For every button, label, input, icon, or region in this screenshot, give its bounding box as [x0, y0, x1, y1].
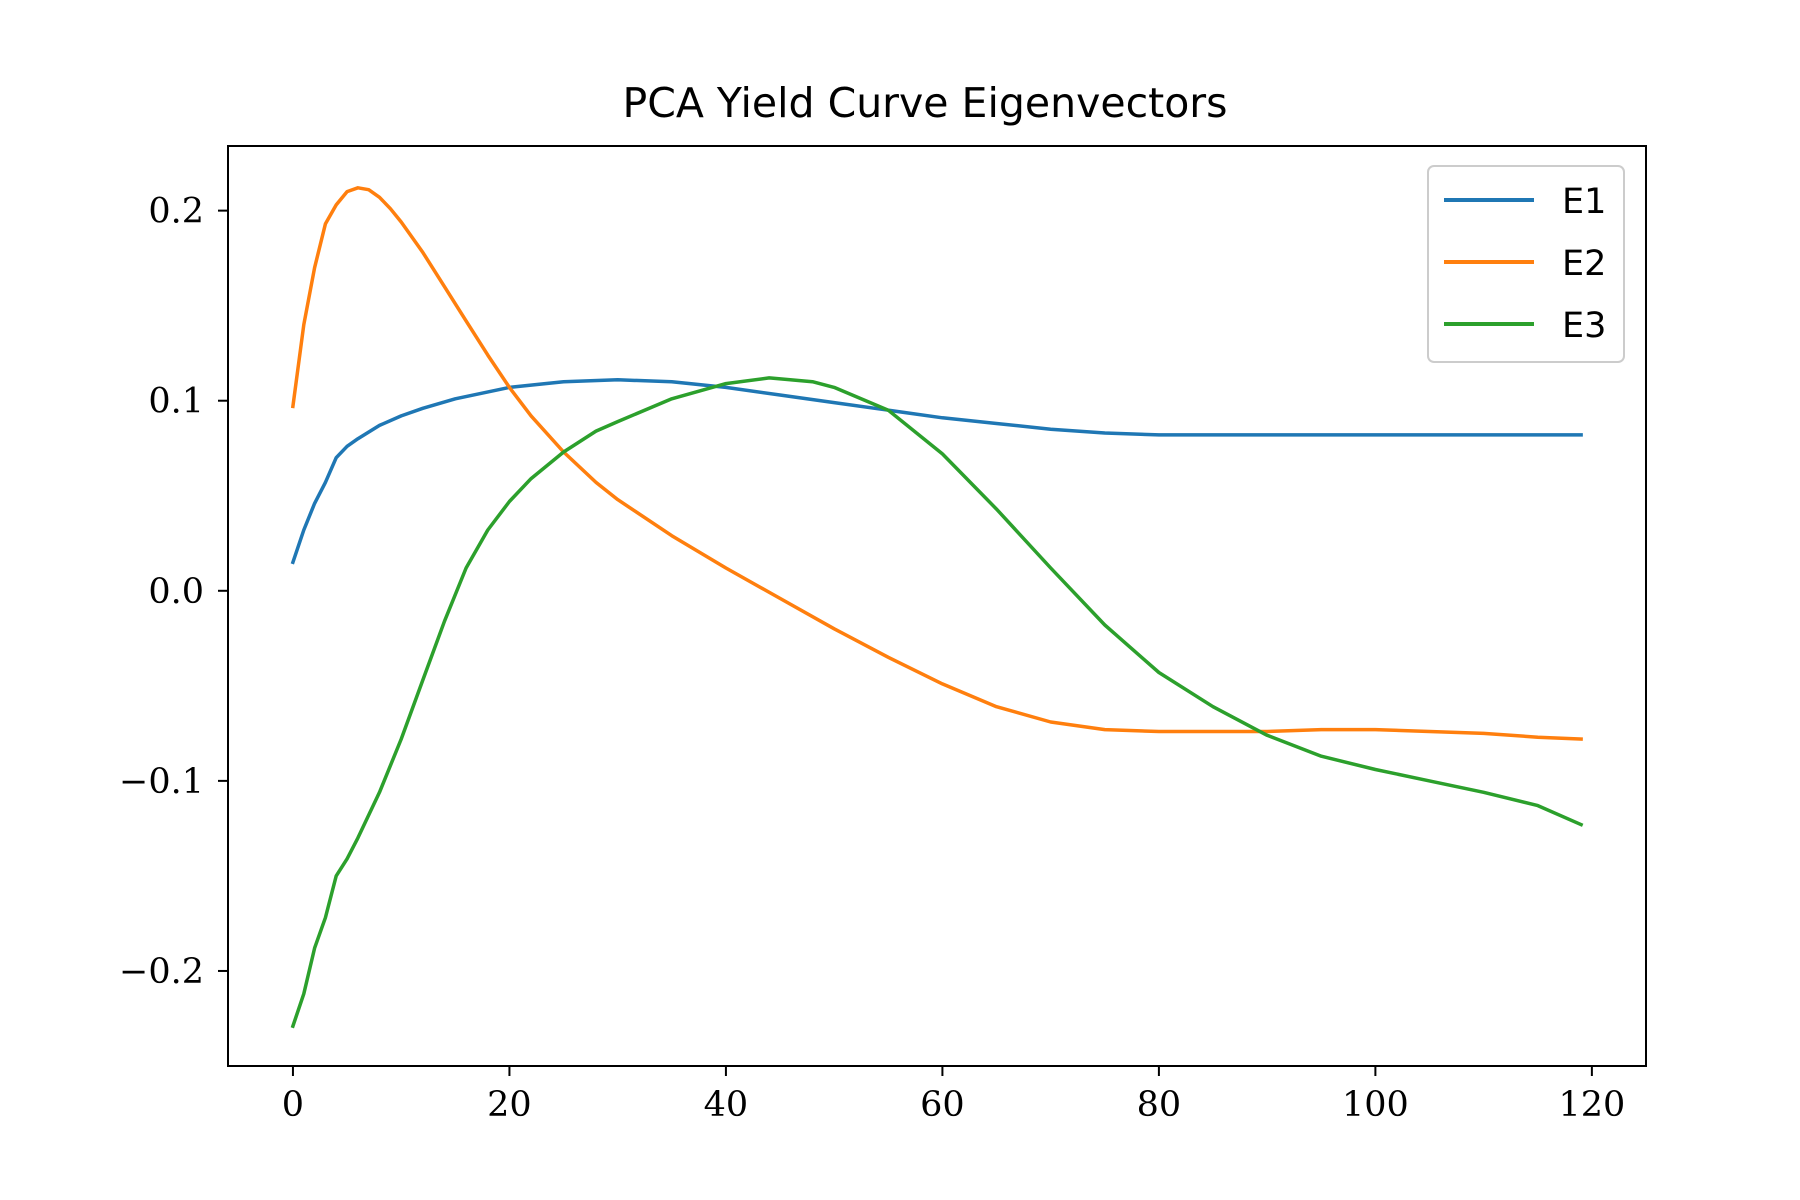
series-line-e3 [290, 376, 1584, 1029]
chart-title: PCA Yield Curve Eigenvectors [622, 79, 1227, 127]
y-tick-label: 0.2 [148, 192, 204, 232]
x-tick-label: 40 [704, 1085, 749, 1125]
y-tick-label: −0.2 [119, 952, 204, 992]
x-tick-label: 0 [282, 1085, 304, 1125]
x-tick-label: 20 [487, 1085, 532, 1125]
series-layer [290, 186, 1584, 1029]
x-tick-label: 60 [920, 1085, 965, 1125]
axes-ticks: 0 20 40 60 80 100 120 −0.2 −0.1 0.0 0.1 0.2 [119, 192, 1625, 1125]
y-tick-label: −0.1 [119, 762, 204, 802]
x-tick-label: 100 [1342, 1085, 1409, 1125]
series-line-e1 [290, 378, 1583, 565]
x-tick-label: 120 [1558, 1085, 1625, 1125]
x-tick-label: 80 [1137, 1085, 1182, 1125]
legend-label-e3: E3 [1562, 306, 1606, 346]
legend: E1 E2 E3 [1427, 165, 1625, 363]
y-tick-label: 0.1 [148, 382, 204, 422]
legend-label-e2: E2 [1562, 244, 1606, 284]
legend-label-e1: E1 [1562, 182, 1606, 222]
plot-area [227, 145, 1647, 1067]
y-tick-label: 0.0 [148, 572, 204, 612]
